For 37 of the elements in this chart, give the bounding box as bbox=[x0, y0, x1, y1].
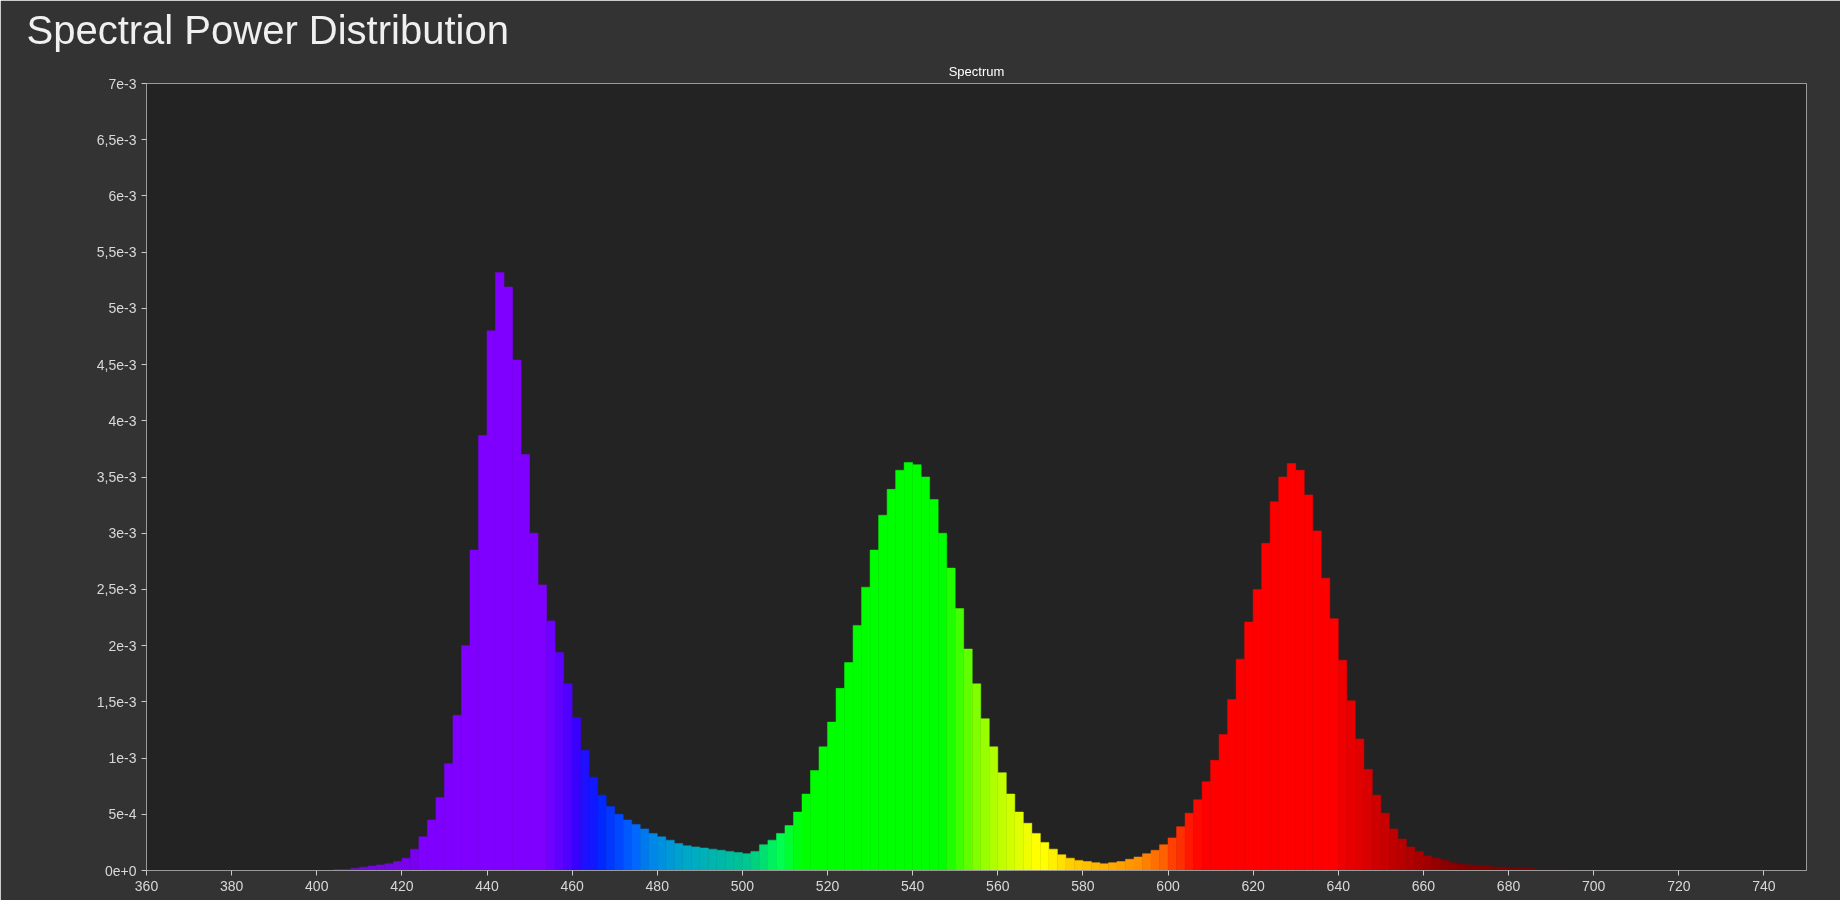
y-tick-label: 6,5e-3 bbox=[96, 131, 137, 148]
x-tick-label: 360 bbox=[134, 877, 159, 894]
y-tick-label: 3e-3 bbox=[108, 525, 137, 542]
x-tick-label: 540 bbox=[900, 877, 925, 894]
x-tick-label: 460 bbox=[560, 877, 585, 894]
x-tick-label: 500 bbox=[730, 877, 755, 894]
y-tick-label: 3,5e-3 bbox=[96, 469, 137, 485]
x-tick-label: 740 bbox=[1752, 877, 1776, 894]
y-tick-label: 5e-4 bbox=[108, 806, 137, 823]
y-tick-label: 2,5e-3 bbox=[96, 581, 137, 598]
y-tick-label: 6e-3 bbox=[108, 187, 137, 204]
x-tick-label: 700 bbox=[1582, 877, 1606, 894]
y-tick-label: 1,5e-3 bbox=[96, 693, 137, 710]
x-tick-label: 600 bbox=[1156, 877, 1180, 894]
y-tick-label: 5,5e-3 bbox=[96, 244, 137, 261]
y-tick-label: 5e-3 bbox=[108, 300, 137, 317]
y-tick-label: 4e-3 bbox=[108, 412, 137, 429]
x-tick-label: 400 bbox=[305, 877, 329, 894]
y-tick-label: 1e-3 bbox=[108, 750, 137, 767]
chart-subtitle: Spectrum bbox=[948, 63, 1005, 79]
chart-title: Spectral Power Distribution bbox=[26, 7, 509, 52]
x-tick-label: 420 bbox=[390, 877, 414, 894]
x-tick-label: 440 bbox=[475, 877, 499, 894]
x-tick-label: 640 bbox=[1326, 877, 1351, 894]
x-tick-label: 720 bbox=[1667, 877, 1691, 894]
y-tick-label: 0e+0 bbox=[104, 862, 137, 879]
y-tick-label: 4,5e-3 bbox=[96, 356, 137, 373]
x-tick-label: 620 bbox=[1241, 877, 1266, 894]
x-tick-label: 520 bbox=[815, 877, 840, 894]
y-tick-label: 2e-3 bbox=[108, 637, 137, 654]
x-tick-label: 480 bbox=[645, 877, 670, 894]
x-tick-label: 580 bbox=[1071, 877, 1095, 894]
x-tick-label: 560 bbox=[986, 877, 1010, 894]
x-tick-label: 660 bbox=[1411, 877, 1436, 894]
y-tick-label: 7e-3 bbox=[108, 75, 137, 92]
x-tick-label: 380 bbox=[219, 877, 244, 894]
x-tick-label: 680 bbox=[1496, 877, 1521, 894]
